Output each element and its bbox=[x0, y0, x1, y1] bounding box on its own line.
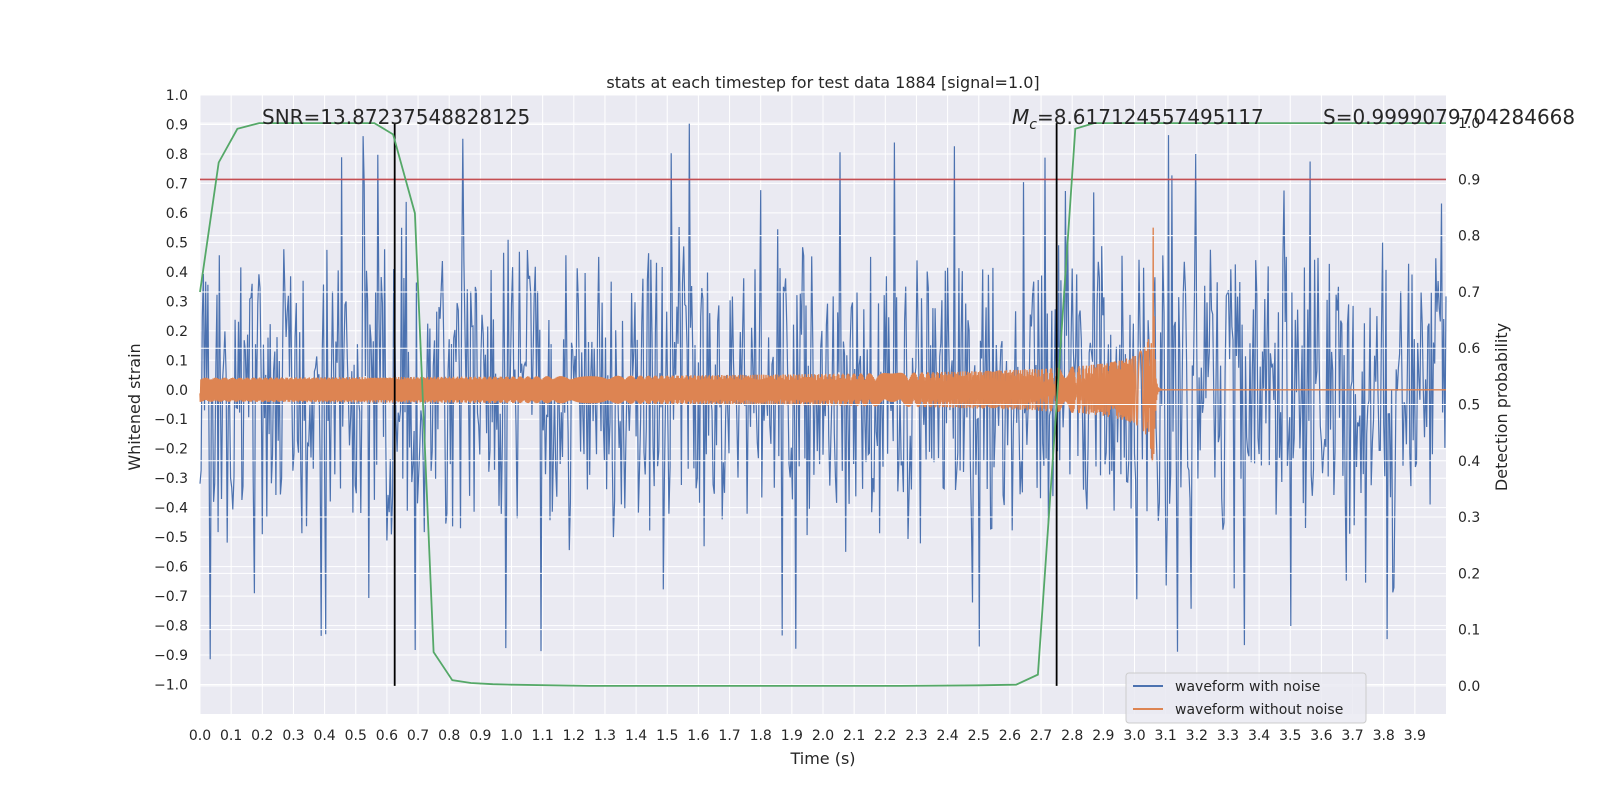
y-tick-label: 0.0 bbox=[166, 383, 188, 399]
x-tick-label: 1.4 bbox=[625, 728, 647, 744]
y-tick-label: 0.7 bbox=[166, 176, 188, 192]
y-tick-label: −0.8 bbox=[154, 619, 188, 635]
x-tick-label: 0.9 bbox=[469, 728, 491, 744]
y-tick-label: 0.1 bbox=[166, 353, 188, 369]
tick-labels: 0.0 0.1 0.2 0.3 0.4 0.5 0.6 0.7 0.8 0.9 1.0 1.1 1.2 1… bbox=[154, 88, 1480, 744]
y-tick-label: 0.5 bbox=[166, 235, 188, 251]
y-axis-label: Whitened strain bbox=[125, 343, 144, 470]
x-tick-label: 3.2 bbox=[1186, 728, 1208, 744]
x-tick-label: 3.8 bbox=[1373, 728, 1395, 744]
x-tick-label: 1.7 bbox=[718, 728, 740, 744]
x-tick-label: 2.0 bbox=[812, 728, 834, 744]
overlay bbox=[199, 122, 1446, 687]
x-tick-label: 3.1 bbox=[1155, 728, 1177, 744]
score-annotation: S=0.9999079704284668 bbox=[1323, 105, 1575, 129]
chart-title: stats at each timestep for test data 188… bbox=[606, 73, 1039, 92]
x-tick-label: 0.3 bbox=[282, 728, 304, 744]
y-tick-label: −0.9 bbox=[154, 648, 188, 664]
x-tick-label: 2.3 bbox=[905, 728, 927, 744]
y2-tick-label: 1.0 bbox=[1458, 116, 1480, 132]
y-tick-label: 0.3 bbox=[166, 294, 188, 310]
x-tick-label: 2.6 bbox=[999, 728, 1021, 744]
chirp-mass-value: =8.617124557495117 bbox=[1037, 105, 1264, 129]
y-tick-label: −0.4 bbox=[154, 501, 188, 517]
x-tick-label: 3.6 bbox=[1310, 728, 1332, 744]
legend-label-noisy: waveform with noise bbox=[1175, 679, 1320, 695]
x-tick-label: 1.2 bbox=[563, 728, 585, 744]
x-tick-label: 1.9 bbox=[781, 728, 803, 744]
x-tick-label: 1.3 bbox=[594, 728, 616, 744]
y2-tick-label: 0.2 bbox=[1458, 566, 1480, 582]
chirp-mass-symbol: M bbox=[1012, 105, 1029, 129]
y-tick-label: −1.0 bbox=[154, 678, 188, 694]
x-axis-label: Time (s) bbox=[789, 749, 855, 768]
snr-annotation: SNR=13.87237548828125 bbox=[262, 105, 530, 129]
y-tick-label: −0.2 bbox=[154, 442, 188, 458]
x-tick-label: 0.4 bbox=[313, 728, 335, 744]
y2-tick-label: 0.7 bbox=[1458, 285, 1480, 301]
waveform-without-noise-line bbox=[199, 227, 1446, 462]
y2-axis-label: Detection probability bbox=[1492, 323, 1511, 491]
y2-tick-label: 0.8 bbox=[1458, 229, 1480, 245]
y-tick-label: −0.1 bbox=[154, 412, 188, 428]
y-tick-label: −0.5 bbox=[154, 530, 188, 546]
x-tick-label: 0.2 bbox=[251, 728, 273, 744]
y-tick-label: −0.7 bbox=[154, 589, 188, 605]
y2-tick-label: 0.5 bbox=[1458, 398, 1480, 414]
y2-tick-label: 0.9 bbox=[1458, 172, 1480, 188]
y-tick-label: 0.8 bbox=[166, 147, 188, 163]
y2-tick-label: 0.1 bbox=[1458, 623, 1480, 639]
x-tick-label: 3.9 bbox=[1404, 728, 1426, 744]
x-tick-label: 2.9 bbox=[1092, 728, 1114, 744]
y2-tick-label: 0.3 bbox=[1458, 510, 1480, 526]
x-tick-label: 0.0 bbox=[189, 728, 211, 744]
chirp-mass-annotation: Mc=8.617124557495117 bbox=[1012, 105, 1264, 133]
x-tick-label: 1.5 bbox=[656, 728, 678, 744]
x-tick-label: 0.1 bbox=[220, 728, 242, 744]
y2-tick-label: 0.6 bbox=[1458, 341, 1480, 357]
y-tick-label: −0.6 bbox=[154, 560, 188, 576]
x-tick-label: 1.1 bbox=[532, 728, 554, 744]
chirp-mass-subscript: c bbox=[1029, 117, 1037, 133]
waveform-with-noise-line bbox=[199, 123, 1447, 660]
legend-label-clean: waveform without noise bbox=[1175, 702, 1343, 718]
x-tick-label: 0.6 bbox=[376, 728, 398, 744]
x-tick-label: 0.7 bbox=[407, 728, 429, 744]
x-tick-label: 1.0 bbox=[500, 728, 522, 744]
y-tick-label: 0.6 bbox=[166, 206, 188, 222]
x-tick-label: 0.5 bbox=[345, 728, 367, 744]
x-tick-label: 1.6 bbox=[687, 728, 709, 744]
legend-box bbox=[1125, 672, 1367, 724]
x-tick-label: 3.0 bbox=[1123, 728, 1145, 744]
y-tick-label: −0.3 bbox=[154, 471, 188, 487]
x-tick-label: 3.4 bbox=[1248, 728, 1270, 744]
x-tick-label: 3.3 bbox=[1217, 728, 1239, 744]
x-tick-label: 2.4 bbox=[936, 728, 958, 744]
legend: waveform with noise waveform without noi… bbox=[1125, 672, 1367, 724]
x-tick-label: 2.5 bbox=[968, 728, 990, 744]
x-tick-label: 3.5 bbox=[1279, 728, 1301, 744]
waveform-with-noise-series bbox=[199, 123, 1447, 660]
x-tick-label: 2.1 bbox=[843, 728, 865, 744]
y-tick-label: 0.4 bbox=[166, 265, 188, 281]
x-tick-label: 2.8 bbox=[1061, 728, 1083, 744]
y-tick-label: 0.9 bbox=[166, 117, 188, 133]
x-tick-label: 2.2 bbox=[874, 728, 896, 744]
detection-probability-line bbox=[199, 122, 1446, 687]
x-tick-label: 3.7 bbox=[1341, 728, 1363, 744]
x-tick-label: 0.8 bbox=[438, 728, 460, 744]
y-tick-label: 0.2 bbox=[166, 324, 188, 340]
y2-tick-label: 0.0 bbox=[1458, 679, 1480, 695]
y-tick-label: 1.0 bbox=[166, 88, 188, 104]
y2-tick-label: 0.4 bbox=[1458, 454, 1480, 470]
x-tick-label: 1.8 bbox=[750, 728, 772, 744]
waveform-without-noise-series bbox=[199, 227, 1446, 462]
x-tick-label: 2.7 bbox=[1030, 728, 1052, 744]
